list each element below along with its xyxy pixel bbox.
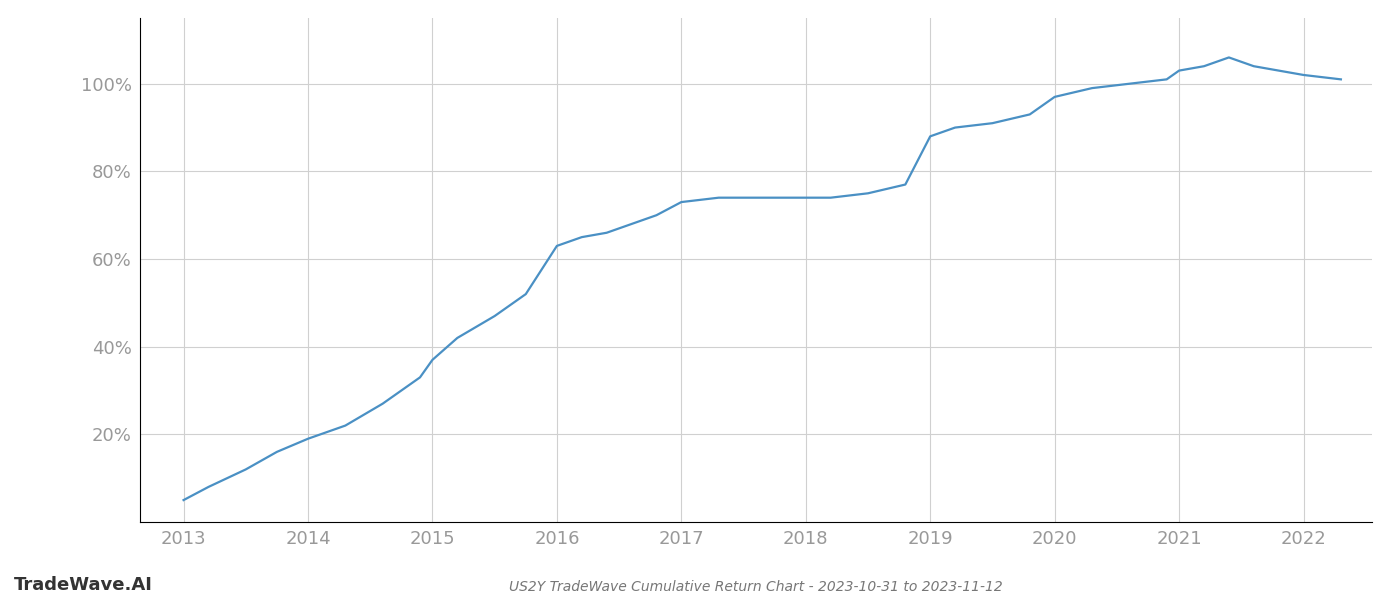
Text: TradeWave.AI: TradeWave.AI [14,576,153,594]
Text: US2Y TradeWave Cumulative Return Chart - 2023-10-31 to 2023-11-12: US2Y TradeWave Cumulative Return Chart -… [510,580,1002,594]
